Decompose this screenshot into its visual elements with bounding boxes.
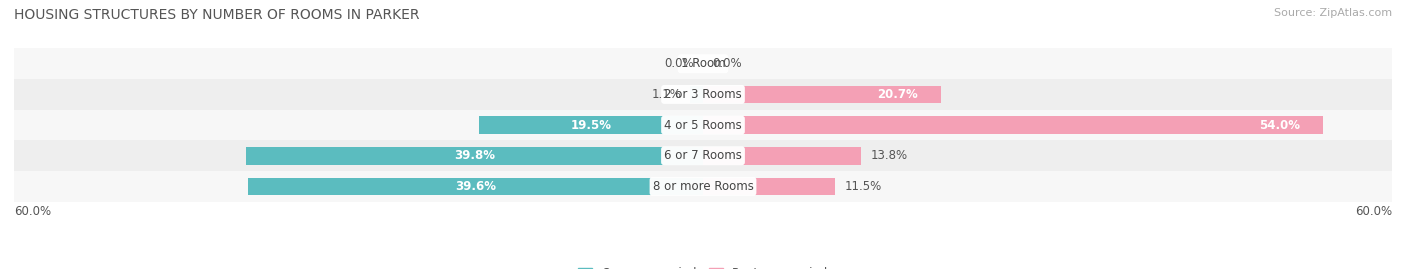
Text: 11.5%: 11.5%	[844, 180, 882, 193]
Text: 54.0%: 54.0%	[1260, 119, 1301, 132]
Text: 19.5%: 19.5%	[571, 119, 612, 132]
Bar	[249, 178, 703, 195]
Bar	[14, 171, 1392, 202]
Bar	[703, 116, 1323, 134]
Bar	[703, 178, 835, 195]
Bar	[14, 48, 1392, 79]
Text: 0.0%: 0.0%	[664, 57, 693, 70]
Text: 8 or more Rooms: 8 or more Rooms	[652, 180, 754, 193]
Text: 1.1%: 1.1%	[651, 88, 681, 101]
Bar	[14, 110, 1392, 140]
Text: 0.0%: 0.0%	[713, 57, 742, 70]
Text: 60.0%: 60.0%	[14, 205, 51, 218]
Legend: Owner-occupied, Renter-occupied: Owner-occupied, Renter-occupied	[578, 267, 828, 269]
Bar	[14, 140, 1392, 171]
Text: 4 or 5 Rooms: 4 or 5 Rooms	[664, 119, 742, 132]
Text: 60.0%: 60.0%	[1355, 205, 1392, 218]
Text: 13.8%: 13.8%	[870, 149, 908, 162]
Bar	[703, 147, 862, 165]
Text: HOUSING STRUCTURES BY NUMBER OF ROOMS IN PARKER: HOUSING STRUCTURES BY NUMBER OF ROOMS IN…	[14, 8, 419, 22]
Text: Source: ZipAtlas.com: Source: ZipAtlas.com	[1274, 8, 1392, 18]
Bar	[690, 86, 703, 103]
Bar	[703, 86, 941, 103]
Bar	[14, 79, 1392, 110]
Text: 6 or 7 Rooms: 6 or 7 Rooms	[664, 149, 742, 162]
Text: 20.7%: 20.7%	[877, 88, 918, 101]
Text: 1 Room: 1 Room	[681, 57, 725, 70]
Text: 39.6%: 39.6%	[456, 180, 496, 193]
Text: 2 or 3 Rooms: 2 or 3 Rooms	[664, 88, 742, 101]
Bar	[479, 116, 703, 134]
Bar	[246, 147, 703, 165]
Text: 39.8%: 39.8%	[454, 149, 495, 162]
